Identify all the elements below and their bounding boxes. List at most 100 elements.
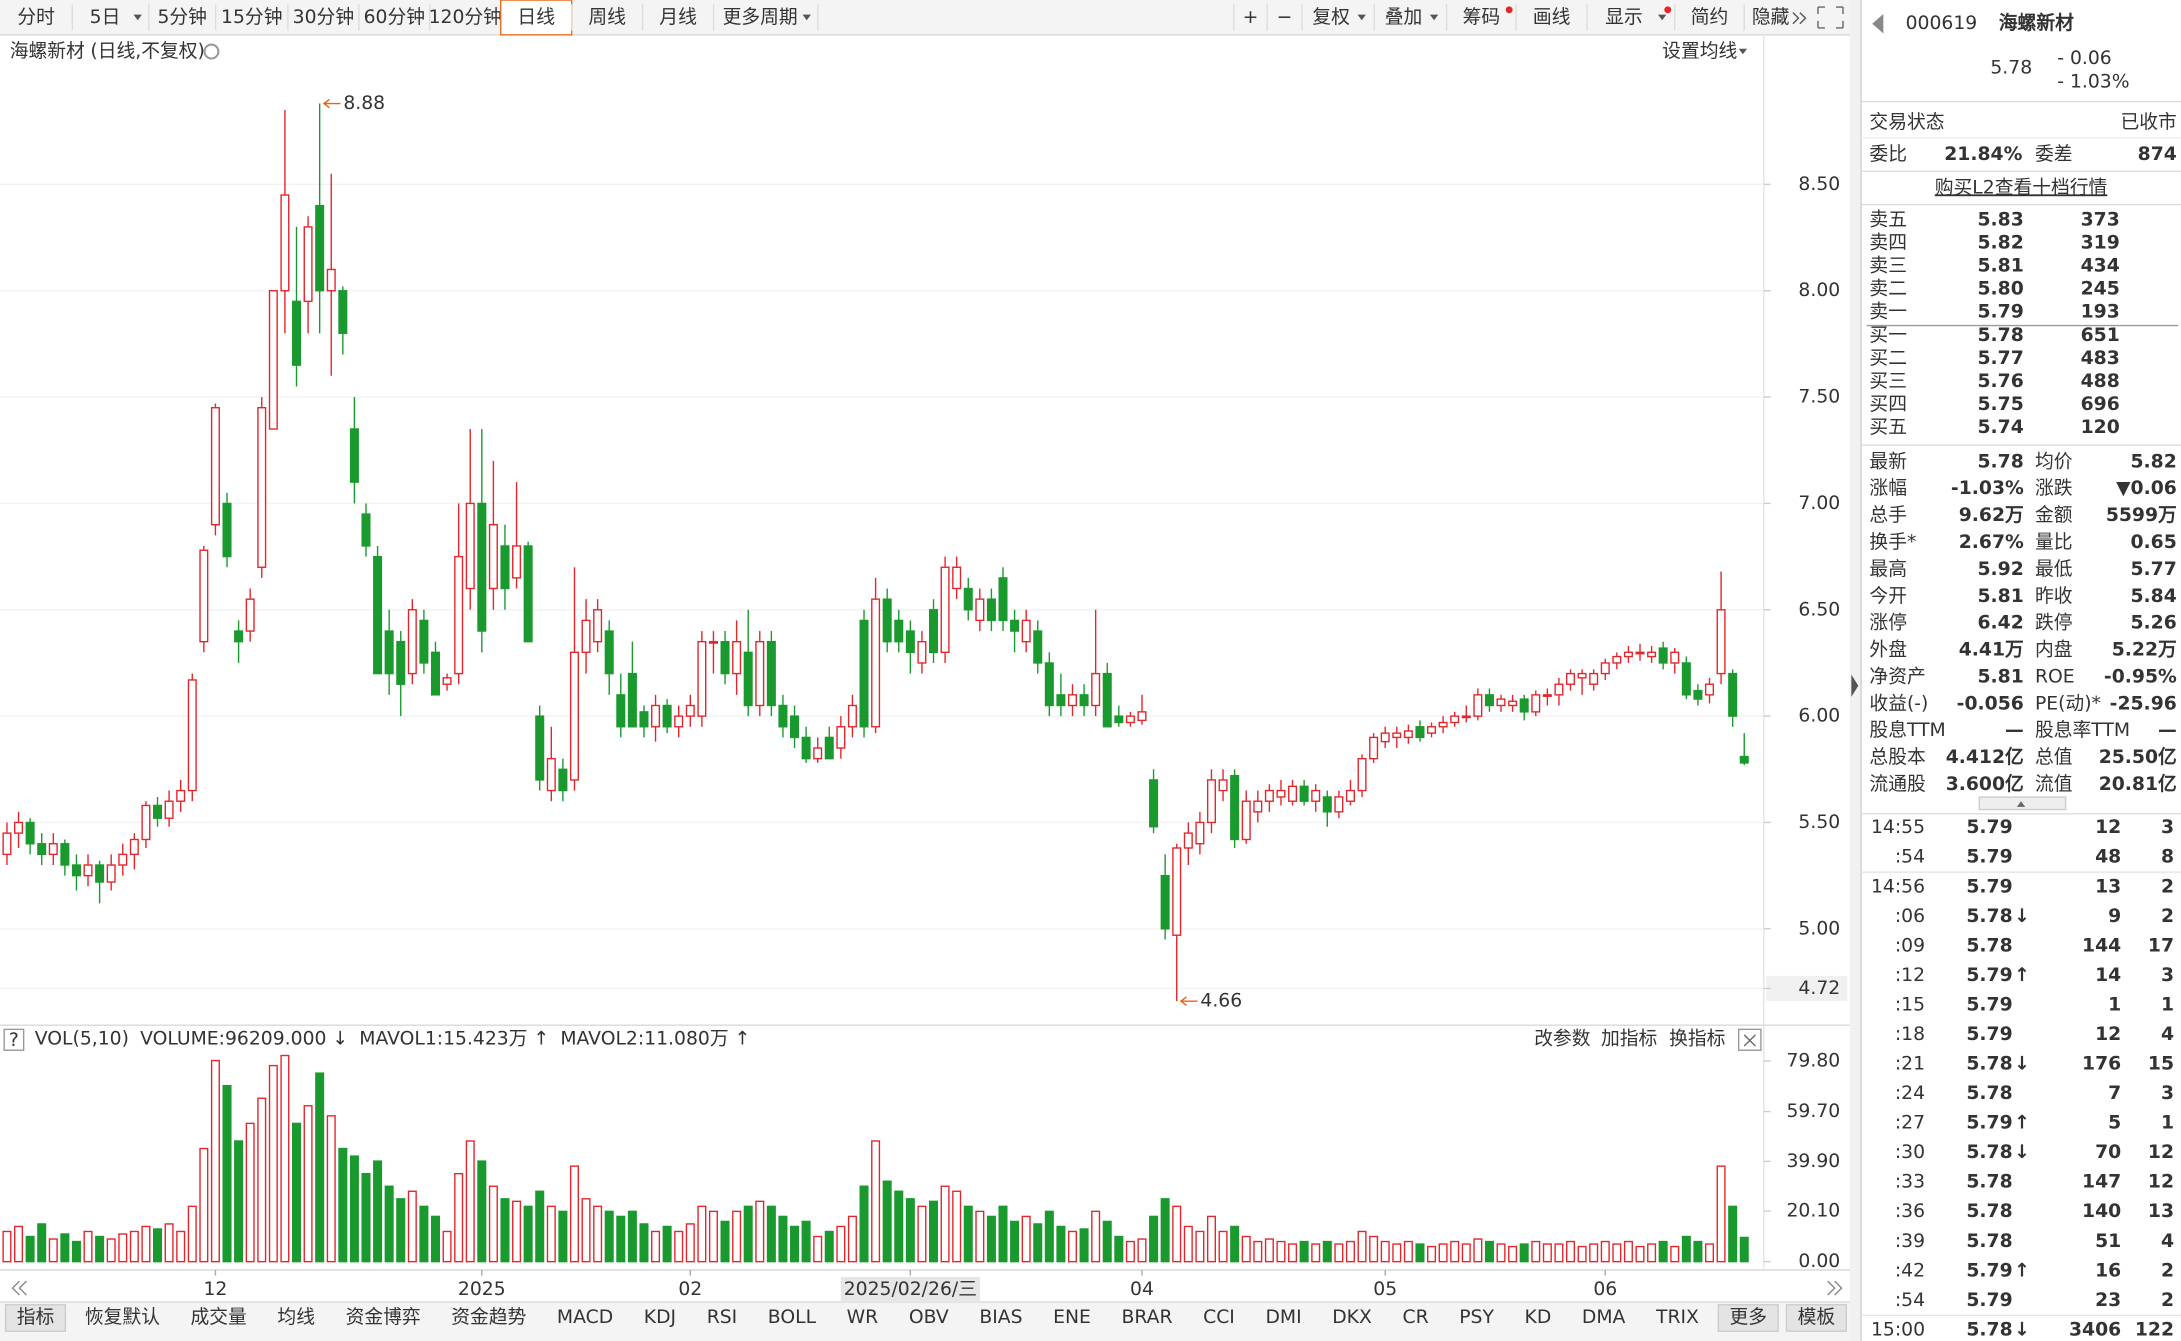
indicator-tab[interactable]: RSI [707, 1307, 738, 1328]
splitter[interactable] [1849, 0, 1862, 1341]
indicator-tab[interactable]: WR [847, 1307, 879, 1328]
period-button[interactable]: 5日 [90, 7, 121, 28]
indicator-button[interactable]: 加指标 [1601, 1028, 1657, 1050]
prev-stock[interactable] [1872, 13, 1884, 34]
book-label: 卖二 [1869, 278, 1907, 300]
indicator-tab[interactable]: CCI [1203, 1307, 1235, 1328]
period-button[interactable]: 日线 [517, 6, 555, 28]
candle-body [477, 502, 487, 632]
volume-bar [1658, 1240, 1668, 1263]
candle-body [1334, 796, 1344, 813]
period-button[interactable]: 60分钟 [364, 6, 425, 28]
indicator-tab[interactable]: BIAS [979, 1307, 1022, 1328]
volume-bar [25, 1235, 35, 1263]
ma-setting[interactable]: 设置均线 [1662, 40, 1737, 62]
stat-label: ROE [2035, 666, 2075, 687]
trade-direction: ↑ [2014, 965, 2030, 986]
indicator-tab[interactable]: CR [1402, 1307, 1428, 1328]
dropdown-arrow [1658, 14, 1667, 21]
candle-body [153, 804, 163, 819]
tool-button[interactable]: − [1277, 7, 1293, 28]
indicator-tab[interactable]: 指标 [17, 1306, 55, 1328]
volume-bar [37, 1223, 47, 1263]
indicator-tab[interactable]: DMA [1582, 1307, 1626, 1328]
indicator-tab[interactable]: 恢复默认 [85, 1306, 160, 1328]
indicator-button[interactable]: 换指标 [1669, 1028, 1725, 1050]
candle-body [326, 268, 336, 292]
candle-body [1311, 789, 1321, 802]
splitter-arrow[interactable] [1851, 674, 1859, 697]
indicator-tab[interactable]: 资金趋势 [451, 1306, 526, 1328]
tool-button[interactable]: 筹码 [1463, 6, 1501, 28]
candle-body [1172, 847, 1182, 936]
indicator-tab[interactable]: TRIX [1655, 1307, 1699, 1328]
volume-bar [1322, 1240, 1332, 1263]
trade-direction: ↓ [2014, 906, 2030, 927]
l2-link[interactable]: 购买L2查看十档行情 [1935, 176, 2108, 198]
period-button[interactable]: 5分钟 [157, 6, 206, 28]
tool-button[interactable]: 画线 [1533, 6, 1571, 28]
tool-button[interactable]: 简约 [1691, 6, 1729, 28]
ratio-label: 委比 [1869, 143, 1907, 165]
period-button[interactable]: 30分钟 [293, 6, 354, 28]
period-button[interactable]: 月线 [659, 6, 697, 28]
x-tick-label: 04 [1130, 1279, 1154, 1300]
indicator-tab[interactable]: DMI [1265, 1307, 1301, 1328]
indicator-tab[interactable]: BOLL [768, 1307, 817, 1328]
indicator-tab[interactable]: KD [1525, 1307, 1552, 1328]
stat-value: 0.65 [2131, 532, 2177, 553]
indicator-tab[interactable]: 模板 [1798, 1306, 1836, 1328]
candle-body [14, 821, 24, 834]
legend-item: MAVOL1:15.423万 ↑ [359, 1029, 549, 1050]
volume-bar [1241, 1235, 1251, 1263]
book-label: 买二 [1869, 348, 1907, 369]
indicator-tab[interactable]: DKX [1332, 1307, 1372, 1328]
help-box[interactable] [3, 1028, 25, 1051]
current-tick-bg [1766, 975, 1848, 1001]
tool-button[interactable]: + [1243, 7, 1259, 28]
trade-time: :18 [1895, 1024, 1925, 1045]
candle-body [1589, 672, 1599, 685]
candle-body [1427, 726, 1437, 734]
dropdown-arrow [1738, 48, 1748, 55]
indicator-tab[interactable]: KDJ [644, 1307, 676, 1328]
period-button[interactable]: 周线 [588, 6, 626, 28]
tool-button[interactable]: 复权 [1312, 6, 1350, 28]
period-button[interactable]: 120分钟 [429, 6, 502, 28]
trade-price: 5.79 [1966, 847, 2012, 868]
indicator-tab[interactable]: OBV [909, 1307, 949, 1328]
tool-button[interactable]: 叠加 [1385, 6, 1423, 28]
indicator-tab[interactable]: ENE [1053, 1307, 1091, 1328]
tool-button[interactable]: 隐藏 [1752, 6, 1790, 28]
y-tick-label: 6.50 [1798, 599, 1840, 620]
indicator-tab[interactable]: MACD [557, 1307, 613, 1328]
settings-icon[interactable] [203, 43, 220, 60]
volume-bar [291, 1122, 302, 1263]
volume-bar [998, 1205, 1008, 1263]
indicator-tab[interactable]: PSY [1459, 1307, 1494, 1328]
volume-bar [1357, 1230, 1367, 1263]
candle-body [1739, 755, 1749, 764]
period-button[interactable]: 分时 [17, 6, 55, 28]
trade-price: 5.78 [1966, 1231, 2012, 1252]
candle-body [928, 609, 939, 654]
scroll-left[interactable] [11, 1280, 27, 1296]
indicator-tab[interactable]: BRAR [1121, 1307, 1172, 1328]
indicator-button[interactable]: 改参数 [1534, 1028, 1591, 1050]
indicator-tab[interactable]: 均线 [277, 1306, 315, 1328]
tool-button[interactable]: 显示 [1605, 7, 1643, 28]
candle-body [1322, 796, 1332, 813]
candle-body [581, 619, 591, 654]
volume-bar [1288, 1243, 1298, 1263]
period-button[interactable]: 15分钟 [221, 6, 282, 28]
fullscreen-icon[interactable] [1817, 6, 1844, 29]
indicator-tab[interactable]: 成交量 [191, 1306, 247, 1328]
indicator-tab[interactable]: 资金博弈 [346, 1306, 421, 1328]
candle-body [1658, 647, 1668, 664]
indicator-tab[interactable]: 更多 [1729, 1306, 1767, 1328]
scroll-right[interactable] [1827, 1280, 1843, 1296]
period-button[interactable]: 更多周期 [723, 6, 798, 28]
y-tick-label: 59.70 [1786, 1101, 1840, 1122]
volume-bar [222, 1084, 232, 1263]
stat-value: 2.67% [1959, 532, 2024, 553]
